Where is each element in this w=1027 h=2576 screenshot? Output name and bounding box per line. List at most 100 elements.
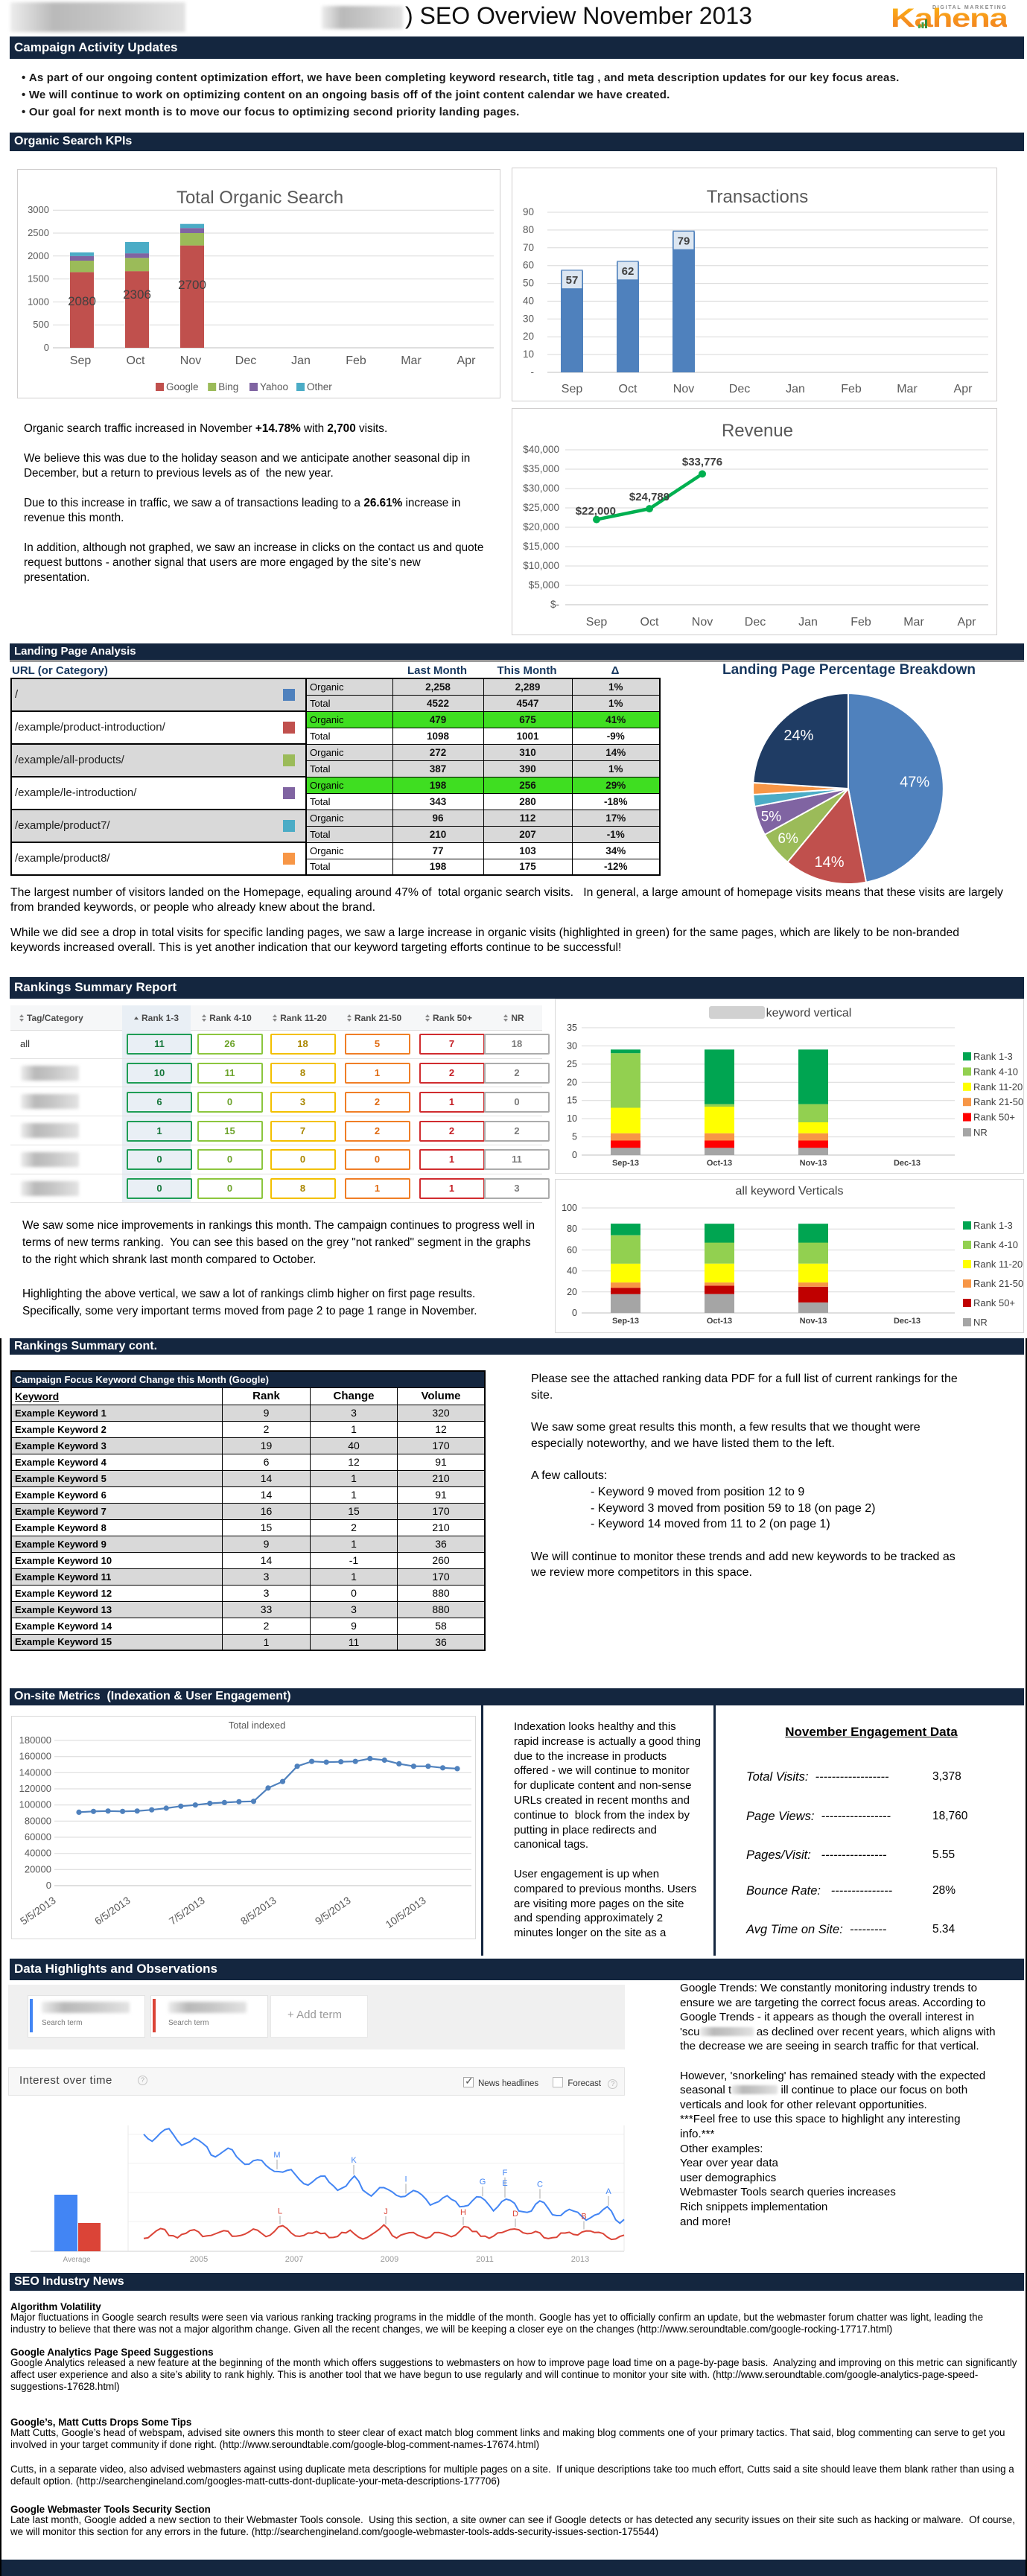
- svg-text:Revenue: Revenue: [722, 421, 793, 441]
- svg-text:Mar: Mar: [897, 383, 918, 395]
- svg-text:140000: 140000: [19, 1766, 51, 1778]
- svg-text:100000: 100000: [19, 1799, 51, 1810]
- svg-text:Dec: Dec: [745, 616, 766, 629]
- svg-text:10: 10: [567, 1113, 577, 1124]
- svg-text:K: K: [351, 2156, 357, 2165]
- svg-text:A: A: [605, 2187, 611, 2196]
- svg-text:Apr: Apr: [457, 354, 477, 367]
- svg-text:$22,000: $22,000: [576, 505, 616, 518]
- svg-text:2000: 2000: [28, 250, 49, 261]
- svg-text:Nov-13: Nov-13: [800, 1159, 827, 1168]
- svg-text:2007: 2007: [285, 2255, 303, 2264]
- svg-text:Rank 4-10: Rank 4-10: [973, 1066, 1018, 1077]
- svg-text:160000: 160000: [19, 1751, 51, 1762]
- svg-text:Dec-13: Dec-13: [894, 1159, 921, 1168]
- svg-text:Bing: Bing: [218, 381, 238, 392]
- svg-text:25: 25: [567, 1059, 577, 1069]
- svg-text:62: 62: [622, 265, 635, 278]
- svg-text:Rank 1-3: Rank 1-3: [973, 1220, 1013, 1231]
- svg-text:D: D: [512, 2210, 518, 2219]
- svg-text:30: 30: [567, 1040, 577, 1051]
- svg-text:$-: $-: [550, 599, 559, 610]
- svg-text:80000: 80000: [25, 1815, 51, 1826]
- svg-text:F: F: [503, 2169, 508, 2178]
- svg-text:NR: NR: [973, 1317, 988, 1328]
- svg-text:Rank 50+: Rank 50+: [973, 1112, 1015, 1123]
- svg-text:35: 35: [567, 1023, 577, 1033]
- svg-text:6%: 6%: [778, 831, 798, 847]
- svg-text:$20,000: $20,000: [523, 521, 559, 532]
- svg-text:10: 10: [523, 349, 534, 360]
- svg-text:Rank 50+: Rank 50+: [973, 1297, 1015, 1308]
- svg-text:20: 20: [567, 1287, 577, 1297]
- svg-text:Apr: Apr: [954, 383, 973, 395]
- svg-text:50: 50: [523, 278, 534, 289]
- svg-text:$5,000: $5,000: [529, 579, 559, 591]
- svg-text:Total indexed: Total indexed: [229, 1720, 286, 1731]
- svg-text:E: E: [502, 2179, 507, 2188]
- svg-text:100: 100: [562, 1203, 577, 1213]
- svg-text:0: 0: [44, 342, 49, 353]
- svg-text:Sep-13: Sep-13: [612, 1159, 639, 1168]
- svg-text:Jan: Jan: [786, 383, 805, 395]
- svg-text:Feb: Feb: [850, 616, 871, 629]
- svg-text:180000: 180000: [19, 1734, 51, 1746]
- svg-text:$35,000: $35,000: [523, 463, 559, 474]
- svg-text:90: 90: [523, 206, 534, 217]
- svg-text:H: H: [460, 2208, 466, 2217]
- svg-text:Nov: Nov: [673, 383, 694, 395]
- svg-text:2013: 2013: [571, 2255, 589, 2264]
- svg-text:Nov-13: Nov-13: [800, 1317, 827, 1326]
- svg-text:Mar: Mar: [401, 354, 422, 367]
- svg-text:C: C: [537, 2180, 543, 2189]
- svg-text:Dec: Dec: [235, 354, 256, 367]
- svg-text:2500: 2500: [28, 227, 49, 238]
- svg-text:70: 70: [523, 242, 534, 253]
- svg-text:Dec-13: Dec-13: [894, 1317, 921, 1326]
- svg-text:80: 80: [567, 1224, 577, 1234]
- svg-text:Feb: Feb: [841, 383, 862, 395]
- svg-text:J: J: [384, 2207, 388, 2216]
- svg-text:Other: Other: [307, 381, 332, 392]
- svg-text:$15,000: $15,000: [523, 541, 559, 552]
- svg-text:Sep: Sep: [586, 616, 608, 629]
- svg-text:Mar: Mar: [903, 616, 924, 629]
- svg-text:$33,776: $33,776: [682, 456, 722, 468]
- svg-text:Rank 21-50: Rank 21-50: [973, 1096, 1023, 1107]
- svg-text:Transactions: Transactions: [707, 187, 809, 207]
- svg-text:Nov: Nov: [180, 354, 201, 367]
- svg-text:Oct: Oct: [619, 383, 637, 395]
- svg-text:Rank 11-20: Rank 11-20: [973, 1081, 1023, 1093]
- svg-text:G: G: [480, 2178, 486, 2187]
- svg-text:500: 500: [33, 319, 49, 330]
- svg-text:Sep: Sep: [562, 383, 583, 395]
- svg-text:20: 20: [567, 1077, 577, 1087]
- svg-text:47%: 47%: [900, 775, 929, 791]
- svg-text:2080: 2080: [68, 294, 96, 308]
- svg-text:Apr: Apr: [958, 616, 977, 629]
- svg-text:M: M: [273, 2151, 280, 2160]
- svg-text:Google: Google: [166, 381, 199, 392]
- svg-text:0: 0: [46, 1880, 51, 1891]
- svg-text:-: -: [531, 366, 535, 378]
- svg-text:Oct-13: Oct-13: [707, 1159, 732, 1168]
- svg-text:2009: 2009: [381, 2255, 398, 2264]
- svg-text:keyword vertical: keyword vertical: [766, 1007, 852, 1020]
- svg-text:30: 30: [523, 313, 534, 324]
- svg-text:1000: 1000: [28, 296, 49, 307]
- svg-text:Average: Average: [63, 2256, 91, 2264]
- svg-text:5%: 5%: [761, 809, 782, 824]
- svg-text:Rank 1-3: Rank 1-3: [973, 1051, 1013, 1062]
- svg-text:14%: 14%: [815, 854, 845, 871]
- svg-text:79: 79: [678, 235, 690, 247]
- svg-text:20: 20: [523, 331, 534, 342]
- svg-text:$30,000: $30,000: [523, 483, 559, 494]
- svg-text:B: B: [581, 2212, 586, 2221]
- svg-text:80: 80: [523, 224, 534, 235]
- svg-text:$40,000: $40,000: [523, 444, 559, 455]
- svg-text:Dec: Dec: [729, 383, 750, 395]
- svg-text:1500: 1500: [28, 273, 49, 284]
- svg-text:I: I: [404, 2175, 407, 2184]
- svg-text:Oct-13: Oct-13: [707, 1317, 732, 1326]
- svg-text:0: 0: [572, 1150, 577, 1160]
